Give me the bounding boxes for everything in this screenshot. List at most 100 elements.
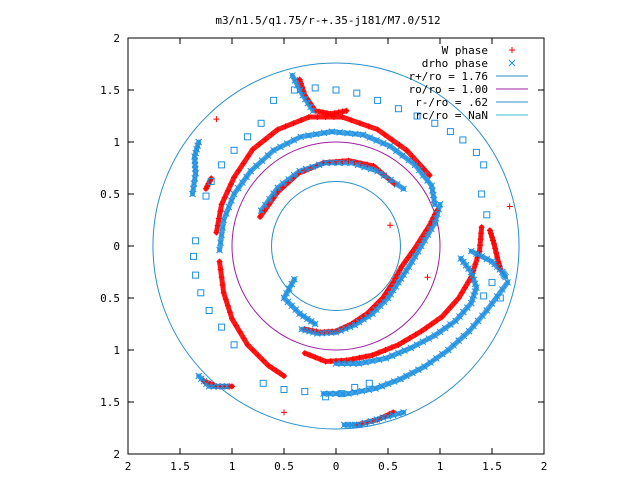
drho-phase-point: [465, 265, 472, 272]
w-phase-point: [433, 317, 440, 324]
w-phase-point: [412, 331, 419, 338]
drho-phase-point: [479, 312, 486, 320]
drho-phase-point: [374, 96, 382, 104]
w-phase-point: [236, 328, 243, 335]
w-phase-point: [424, 274, 431, 281]
drho-phase-point: [361, 163, 368, 171]
drho-phase-point: [244, 133, 252, 141]
drho-phase-point: [470, 292, 478, 299]
drho-phase-point: [369, 310, 376, 317]
drho-phase-point: [218, 161, 226, 169]
drho-phase-point: [258, 157, 266, 165]
drho-phase-point: [397, 375, 404, 383]
w-phase-point: [401, 259, 408, 266]
drho-phase-point: [298, 325, 306, 333]
x-tick-label: 0.5: [378, 460, 398, 473]
drho-phase-point: [335, 159, 342, 167]
drho-phase-point: [379, 139, 387, 147]
drho-phase-point: [300, 312, 307, 320]
w-phase-point: [335, 109, 342, 116]
w-phase-point: [396, 267, 403, 274]
w-phase-point: [290, 120, 297, 127]
w-phase-point: [343, 107, 350, 114]
drho-phase-point: [417, 242, 425, 250]
w-phase-point: [339, 114, 346, 121]
w-phase-point: [396, 142, 403, 149]
w-phase-point: [392, 275, 399, 282]
w-phase-point: [213, 116, 220, 123]
drho-phase-point: [359, 131, 367, 139]
drho-phase-point: [469, 272, 476, 280]
drho-phase-point: [478, 253, 485, 260]
w-phase-point: [224, 302, 231, 309]
w-phase-point: [214, 222, 221, 229]
w-phase-point: [323, 110, 330, 117]
drho-phase-point: [351, 130, 359, 138]
drho-phase-point: [270, 146, 277, 154]
w-phase-point: [279, 184, 286, 191]
drho-phase-point: [415, 366, 422, 374]
y-tick-label: 2: [113, 32, 120, 45]
drho-phase-point: [338, 360, 346, 367]
w-phase-point: [356, 315, 363, 322]
drho-phase-point: [400, 185, 407, 193]
w-phase-point: [405, 254, 412, 261]
w-phase-point: [362, 353, 369, 360]
drho-phase-point: [257, 119, 265, 127]
drho-phase-point: [362, 358, 369, 366]
legend-label: r-/ro = .62: [415, 96, 488, 109]
drho-phase-point: [367, 417, 375, 425]
drho-phase-point: [407, 344, 415, 352]
w-phase-point: [465, 279, 472, 286]
y-tick-label: 1.5: [100, 396, 120, 409]
y-tick-label: 1.5: [100, 84, 120, 97]
drho-phase-point: [409, 369, 416, 377]
w-phase-point: [281, 373, 287, 379]
drho-phase-point: [218, 231, 225, 239]
drho-phase-point: [355, 318, 363, 326]
w-phase-point: [256, 141, 263, 148]
drho-phase-point: [230, 190, 238, 198]
drho-phase-point: [299, 91, 307, 99]
w-phase-point: [386, 411, 393, 418]
w-phase-point: [232, 322, 239, 329]
drho-phase-point: [400, 409, 407, 416]
w-phase-point: [381, 131, 388, 138]
drho-phase-point: [346, 323, 354, 331]
w-phase-point: [490, 237, 497, 244]
w-phase-point: [374, 126, 381, 133]
w-phase-point: [203, 185, 209, 192]
w-phase-point: [409, 153, 416, 160]
w-phase-point: [218, 274, 225, 281]
drho-phase-point: [315, 161, 323, 169]
w-phase-point: [486, 227, 493, 234]
w-phase-point: [331, 110, 338, 117]
drho-phase-point: [480, 161, 488, 169]
drho-phase-point: [395, 349, 402, 357]
drho-phase-point: [420, 171, 427, 179]
circle-1: [152, 62, 520, 430]
w-phase-point: [262, 136, 269, 143]
drho-phase-point: [341, 159, 349, 167]
drho-phase-point: [364, 313, 372, 320]
drho-phase-point: [310, 328, 317, 336]
drho-phase-point: [467, 268, 475, 276]
w-phase-point: [217, 208, 224, 215]
drho-phase-point: [296, 86, 304, 94]
x-tick-label: 1: [229, 460, 236, 473]
drho-phase-point: [431, 119, 439, 127]
drho-phase-point: [307, 103, 314, 111]
drho-phase-point: [411, 253, 419, 260]
w-phase-point: [356, 120, 363, 127]
drho-phase-point: [279, 180, 287, 187]
drho-phase-point: [283, 140, 291, 147]
w-phase-point: [218, 201, 225, 208]
drho-phase-point: [405, 263, 413, 271]
drho-phase-point: [411, 161, 419, 169]
drho-phase-point: [378, 382, 386, 390]
drho-phase-point: [365, 379, 373, 387]
drho-phase-point: [361, 419, 369, 427]
drho-phase-point: [374, 167, 381, 175]
drho-phase-point: [348, 159, 355, 167]
w-phase-point: [281, 409, 287, 416]
